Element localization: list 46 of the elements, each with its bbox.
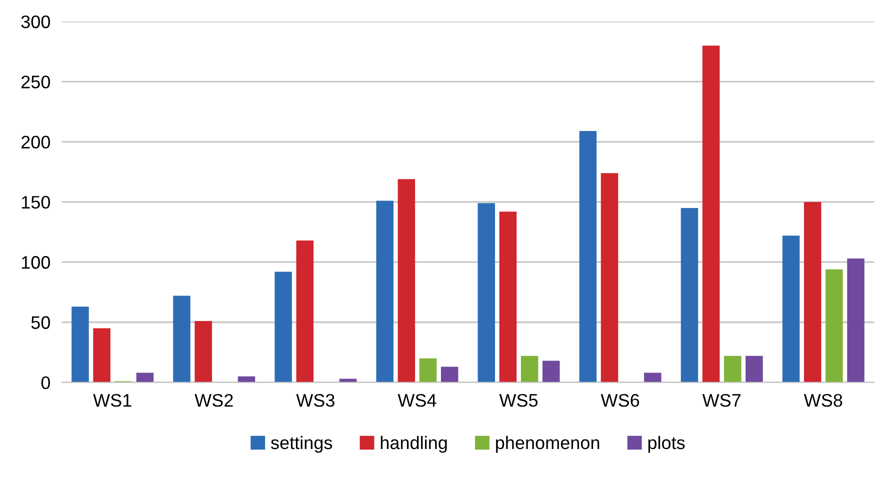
y-tick-label: 100	[22, 256, 50, 269]
bar	[826, 269, 843, 382]
y-tick-label: 250	[21, 76, 50, 88]
bar	[542, 360, 560, 382]
bar	[296, 240, 314, 382]
y-tick-label: 300	[21, 15, 50, 28]
bar	[440, 366, 458, 382]
y-tick-label: 200	[21, 136, 50, 149]
bar	[376, 200, 394, 382]
legend-label: phenomenon	[496, 436, 600, 453]
bar	[702, 46, 720, 382]
x-tick-label: WS8	[804, 394, 842, 407]
x-tick-label: WS7	[702, 394, 741, 407]
bar	[419, 358, 437, 382]
x-tick-label: WS3	[296, 394, 334, 407]
bar	[499, 212, 517, 382]
x-tick-label: WS6	[600, 394, 640, 407]
bar	[520, 356, 538, 382]
y-tick-label: 150	[22, 196, 50, 209]
bar	[72, 306, 89, 382]
bar	[782, 236, 800, 382]
y-tick-label: 50	[31, 316, 50, 329]
bar	[478, 203, 496, 382]
bar	[600, 173, 618, 382]
y-tick-label: 0	[41, 376, 50, 390]
legend-label: settings	[270, 436, 332, 453]
bar	[724, 356, 742, 382]
bar	[579, 130, 597, 382]
x-tick-label: WS1	[93, 394, 132, 407]
legend-label: plots	[648, 436, 685, 453]
bar	[804, 202, 822, 382]
bar	[238, 376, 256, 382]
bar	[274, 272, 292, 382]
x-tick-label: WS4	[398, 394, 436, 407]
legend-label: handling	[380, 436, 447, 453]
bar	[136, 372, 154, 382]
bar	[398, 179, 416, 382]
bar	[93, 328, 110, 382]
x-tick-label: WS2	[194, 394, 233, 407]
bar	[746, 356, 763, 382]
bar	[680, 208, 698, 382]
bar	[194, 321, 212, 382]
bar	[847, 258, 864, 382]
x-tick-label: WS5	[499, 394, 538, 407]
bar	[644, 372, 662, 382]
bar	[173, 296, 190, 382]
